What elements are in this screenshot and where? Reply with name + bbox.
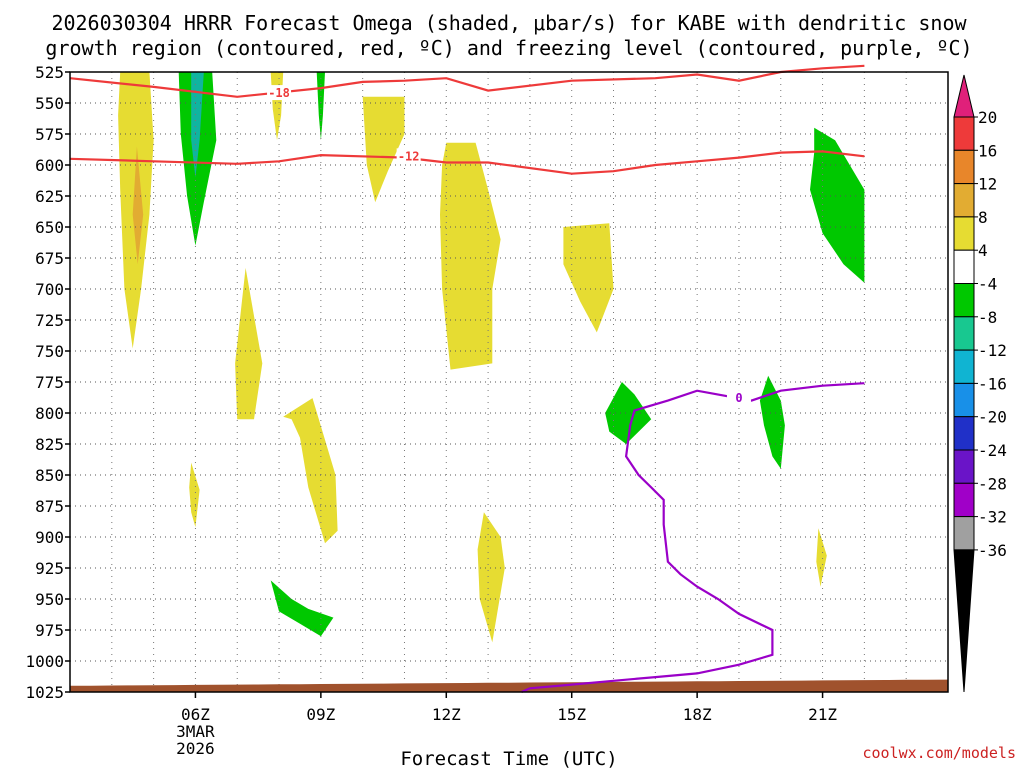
freezing-level-contour [521,382,865,694]
omega-colorbar: 20 16 12 8 4 -4 -8 -12 -16 -20 -24 -28 -32 -36 [953,74,1007,693]
terrain-ground [70,679,948,692]
y-tick-label: 975 [35,621,64,640]
chart-title-line-2: growth region (contoured, red, ºC) and f… [45,36,972,60]
y-tick-label: 725 [35,311,64,330]
y-tick-label: 575 [35,125,64,144]
freezing-level-contour-label: 0 [735,391,742,405]
y-tick-label: 800 [35,404,64,423]
omega-region-E [362,96,405,203]
omega-region-P [810,127,865,283]
colorbar-swatch [953,482,975,518]
plot-background [70,72,948,692]
omega-region-K [270,580,334,637]
x-tick-label: 09Z [306,705,335,724]
y-tick-label: 875 [35,497,64,516]
colorbar-label: 8 [978,208,988,227]
y-tick-label: 925 [35,559,64,578]
colorbar-label: -16 [978,374,1007,393]
colorbar-label: 4 [978,241,988,260]
contour-minus-12-label: -12 [398,149,420,163]
colorbar-swatch [953,116,975,151]
y-tick-label: 900 [35,528,64,547]
omega-region-L [477,512,505,643]
x-tick-label: 12Z [432,705,461,724]
colorbar-label: -32 [978,508,1007,527]
colorbar-label: -20 [978,408,1007,427]
omega-region-A-inner [132,146,144,265]
colorbar-swatch [953,349,975,384]
colorbar-label: 16 [978,141,997,160]
y-tick-label: 825 [35,435,64,454]
plot-area: -18 -12 0 [69,64,949,694]
y-tick-label: 650 [35,218,64,237]
y-tick-label: 775 [35,373,64,392]
x-tick-label: 06Z [181,705,210,724]
x-date-label: 2026 [176,739,215,758]
y-tick-label: 950 [35,590,64,609]
y-tick-label: 675 [35,249,64,268]
contour-minus-18 [69,64,865,98]
omega-region-G [563,223,614,333]
colorbar-label: -24 [978,441,1007,460]
x-tick-label: 15Z [557,705,586,724]
colorbar-label: -8 [978,308,997,327]
colorbar-swatch [953,216,975,251]
colorbar-swatch [953,249,975,284]
contour-minus-18-label: -18 [268,86,290,100]
freezing-level-contour-label-bg [726,390,751,406]
y-tick-label: 850 [35,466,64,485]
y-tick-label: 700 [35,280,64,299]
credit-link[interactable]: coolwx.com/models [862,744,1016,762]
colorbar-top-triangle [953,74,975,118]
colorbar-swatch [953,316,975,351]
y-tick-label: 600 [35,156,64,175]
colorbar-swatch [953,382,975,418]
y-tick-label: 1025 [25,683,64,702]
colorbar-label: -4 [978,275,997,294]
colorbar-swatch [953,516,975,551]
omega-region-B-inner [191,72,204,178]
chart-title-line-1: 2026030304 HRRR Forecast Omega (shaded, … [51,11,967,35]
colorbar-label: 12 [978,175,997,194]
colorbar-bottom-triangle [953,549,975,693]
y-tick-label: 625 [35,187,64,206]
omega-region-B [178,72,217,246]
x-tick-label: 18Z [683,705,712,724]
omega-region-O [816,528,827,587]
contour-minus-18-label-bg [267,85,292,101]
y-axis-pressure: 525 550 575 600 625 650 675 700 725 750 775 800 825 8… [25,63,70,702]
colorbar-swatch [953,183,975,218]
omega-region-J [189,462,200,528]
colorbar-swatch [953,449,975,484]
colorbar-swatch [953,149,975,185]
x-date-label: 3MAR [176,722,215,741]
colorbar-label: -36 [978,541,1007,560]
y-tick-label: 750 [35,342,64,361]
omega-region-M [605,382,652,444]
colorbar-label: -12 [978,341,1007,360]
colorbar-label: 20 [978,108,997,127]
omega-region-I [283,398,338,544]
omega-region-N [759,375,785,469]
contour-minus-12-label-bg [396,148,421,164]
colorbar-swatch [953,416,975,451]
colorbar-swatch [953,283,975,318]
omega-region-H [235,267,263,420]
x-tick-label: 21Z [808,705,837,724]
contour-minus-12 [69,150,865,175]
omega-region-F [440,142,501,370]
y-tick-label: 525 [35,63,64,82]
y-tick-label: 550 [35,94,64,113]
y-tick-label: 1000 [25,652,64,671]
colorbar-label: -28 [978,474,1007,493]
x-axis-label: Forecast Time (UTC) [400,748,617,768]
